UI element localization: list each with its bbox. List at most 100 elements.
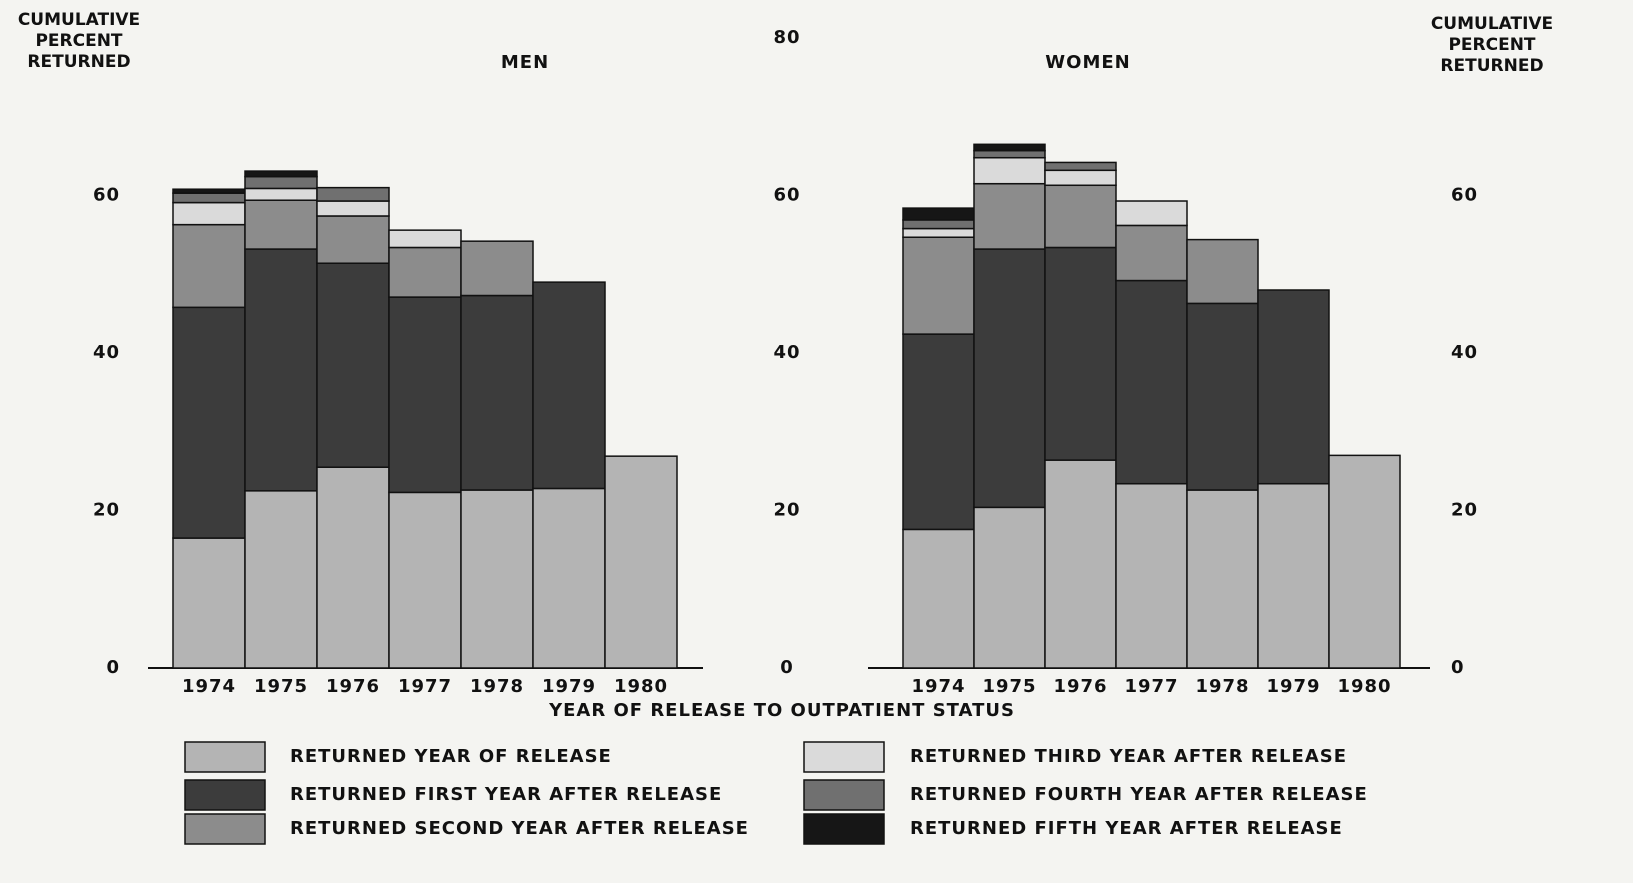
bar-segment xyxy=(244,490,318,669)
x-tick-label: 1980 xyxy=(1337,676,1391,697)
bar-segment xyxy=(973,156,1046,185)
bar-segment xyxy=(316,262,390,468)
bar-segment xyxy=(1044,169,1117,187)
bar-segment xyxy=(902,207,975,221)
legend-swatch xyxy=(803,813,885,845)
bar-segment xyxy=(1115,200,1188,227)
x-tick-label: 1980 xyxy=(614,676,668,697)
bar-segment xyxy=(316,186,390,202)
y2-tick-label: 0 xyxy=(1451,657,1465,678)
bar-segment xyxy=(388,296,462,494)
y2-tick-label: 60 xyxy=(1451,185,1478,206)
x-tick-label: 1979 xyxy=(542,676,596,697)
bar-segment xyxy=(460,489,534,669)
bar-segment xyxy=(532,487,606,669)
chart-title: MEN xyxy=(501,52,549,73)
bar-segment xyxy=(973,506,1046,669)
bar-segment xyxy=(316,466,390,669)
bar-segment xyxy=(244,199,318,250)
x-tick-label: 1975 xyxy=(254,676,308,697)
bar-segment xyxy=(902,528,975,669)
bar-segment xyxy=(172,306,246,539)
bar-segment xyxy=(172,537,246,669)
bar-segment xyxy=(1044,161,1117,172)
y2-tick-label: 20 xyxy=(1451,500,1478,521)
bar-segment xyxy=(172,223,246,309)
y-tick-label: 80 xyxy=(773,27,800,48)
y-tick-label: 20 xyxy=(773,500,800,521)
x-tick-label: 1977 xyxy=(398,676,452,697)
legend-swatch xyxy=(803,741,885,773)
bar-segment xyxy=(902,227,975,238)
bar-segment xyxy=(172,201,246,226)
legend-swatch xyxy=(184,813,266,845)
bar-segment xyxy=(1328,454,1401,669)
bar-segment xyxy=(244,187,318,201)
legend-swatch xyxy=(184,779,266,811)
x-tick-label: 1979 xyxy=(1266,676,1320,697)
bar-segment xyxy=(902,219,975,230)
bar-segment xyxy=(316,215,390,264)
bar-segment xyxy=(1186,302,1259,491)
bar-segment xyxy=(172,192,246,204)
y-axis-label: CUMULATIVE PERCENT RETURNED xyxy=(17,10,141,72)
legend-label: RETURNED FIFTH YEAR AFTER RELEASE xyxy=(910,818,1343,839)
bar-segment xyxy=(388,491,462,669)
bar-segment xyxy=(460,240,534,297)
bar-segment xyxy=(1115,482,1188,669)
y-tick-label: 0 xyxy=(780,657,794,678)
legend-label: RETURNED SECOND YEAR AFTER RELEASE xyxy=(290,818,749,839)
x-tick-label: 1974 xyxy=(911,676,965,697)
bar-segment xyxy=(973,248,1046,509)
y2-tick-label: 40 xyxy=(1451,342,1478,363)
x-tick-label: 1977 xyxy=(1124,676,1178,697)
legend-label: RETURNED YEAR OF RELEASE xyxy=(290,746,612,767)
bar-segment xyxy=(973,149,1046,159)
bar-segment xyxy=(1044,184,1117,249)
bar-segment xyxy=(388,246,462,298)
legend-swatch xyxy=(184,741,266,773)
y-tick-label: 60 xyxy=(93,185,120,206)
bar-segment xyxy=(1044,459,1117,669)
legend-label: RETURNED FIRST YEAR AFTER RELEASE xyxy=(290,784,722,805)
bar-segment xyxy=(172,188,246,194)
bar-segment xyxy=(460,294,534,491)
bar-segment xyxy=(316,200,390,217)
y2-axis-label: CUMULATIVE PERCENT RETURNED xyxy=(1430,14,1554,76)
chart-title: WOMEN xyxy=(1045,52,1130,73)
bar-segment xyxy=(1115,224,1188,282)
bar-segment xyxy=(1115,279,1188,485)
bar-segment xyxy=(244,248,318,492)
bar-segment xyxy=(388,229,462,249)
bar-segment xyxy=(244,175,318,190)
bar-segment xyxy=(1257,482,1330,669)
bar-segment xyxy=(1044,246,1117,461)
x-tick-label: 1976 xyxy=(326,676,380,697)
bar-segment xyxy=(604,455,678,669)
bar-segment xyxy=(902,333,975,531)
bar-segment xyxy=(902,236,975,335)
x-axis-label: YEAR OF RELEASE TO OUTPATIENT STATUS xyxy=(548,700,1015,721)
legend-swatch xyxy=(803,779,885,811)
bar-segment xyxy=(244,170,318,178)
bar-segment xyxy=(532,281,606,490)
x-tick-label: 1976 xyxy=(1053,676,1107,697)
bar-segment xyxy=(1186,238,1259,305)
bar-segment xyxy=(973,143,1046,152)
y-tick-label: 40 xyxy=(773,342,800,363)
y-tick-label: 20 xyxy=(93,500,120,521)
legend-label: RETURNED THIRD YEAR AFTER RELEASE xyxy=(910,746,1347,767)
bar-segment xyxy=(1257,289,1330,485)
y-tick-label: 0 xyxy=(106,657,120,678)
bar-segment xyxy=(1186,489,1259,669)
bar-segment xyxy=(973,182,1046,250)
x-tick-label: 1975 xyxy=(982,676,1036,697)
x-tick-label: 1978 xyxy=(1195,676,1249,697)
legend-label: RETURNED FOURTH YEAR AFTER RELEASE xyxy=(910,784,1368,805)
y-tick-label: 60 xyxy=(773,185,800,206)
y-tick-label: 40 xyxy=(93,342,120,363)
x-tick-label: 1974 xyxy=(182,676,236,697)
x-tick-label: 1978 xyxy=(470,676,524,697)
